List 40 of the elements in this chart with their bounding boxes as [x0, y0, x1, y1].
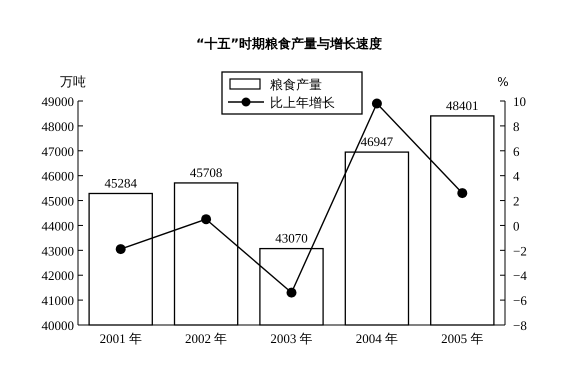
point [201, 214, 212, 224]
point [372, 98, 382, 108]
y-tick-label: 49000 [42, 94, 74, 109]
legend-label: 粮食产量 [270, 78, 322, 93]
x-tick-label: 2003 年 [270, 331, 313, 346]
y-tick-label: 48000 [42, 118, 74, 134]
data-label: 45708 [190, 164, 222, 180]
data-label: 45284 [104, 175, 138, 190]
chart-title: “十五”时期粮食产量与增长速度 [196, 36, 382, 52]
data-label: 48401 [446, 98, 479, 113]
y-tick-label: 43000 [42, 243, 74, 258]
y2-axis-title: % [497, 75, 509, 89]
x-tick-label: 2001 年 [100, 331, 142, 346]
y-axis-title: 万吨 [60, 75, 86, 90]
y2-tick-label: 0 [513, 218, 520, 234]
point [457, 188, 468, 198]
legend-label: 比上年增长 [270, 96, 335, 111]
y2-tick-label: 10 [513, 94, 526, 109]
y2-tick-label: 8 [513, 118, 520, 134]
y2-tick-label: −6 [513, 293, 528, 308]
y2-tick-label: 6 [513, 144, 520, 159]
data-label: 43070 [275, 230, 308, 246]
y-tick-label: 40000 [42, 318, 74, 333]
y-tick-label: 44000 [42, 218, 74, 234]
y-tick-label: 46000 [42, 168, 74, 184]
y2-tick-label: 2 [513, 194, 520, 209]
point [116, 244, 126, 254]
x-tick-label: 2005 年 [441, 331, 484, 346]
y-tick-label: 42000 [42, 268, 74, 284]
x-tick-label: 2004 年 [356, 331, 398, 346]
y2-tick-label: −4 [513, 268, 528, 284]
x-tick-label: 2002 年 [184, 331, 228, 346]
point [286, 288, 296, 298]
y2-tick-label: 4 [513, 168, 520, 184]
data-label: 46947 [360, 134, 394, 150]
y2-tick-label: −2 [513, 243, 527, 258]
y2-tick-label: −8 [513, 318, 527, 333]
y-tick-label: 45000 [42, 194, 74, 209]
y-tick-label: 47000 [42, 144, 74, 159]
y-tick-label: 41000 [42, 293, 74, 308]
